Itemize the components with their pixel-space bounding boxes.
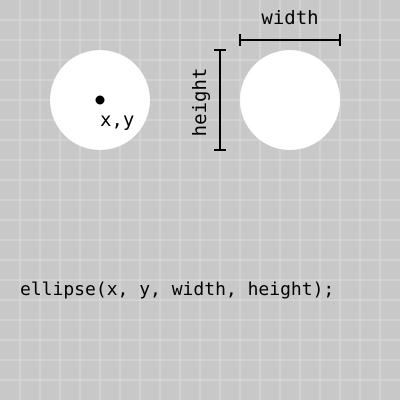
code-statement: ellipse(x, y, width, height); [20, 279, 334, 300]
height-dimension-marker [214, 49, 226, 151]
width-label: width [261, 7, 318, 29]
center-point-dot [95, 95, 105, 105]
right-ellipse [240, 50, 340, 150]
center-point-label: x,y [100, 109, 134, 131]
height-label: height [189, 68, 211, 137]
width-dimension-marker [239, 34, 341, 46]
